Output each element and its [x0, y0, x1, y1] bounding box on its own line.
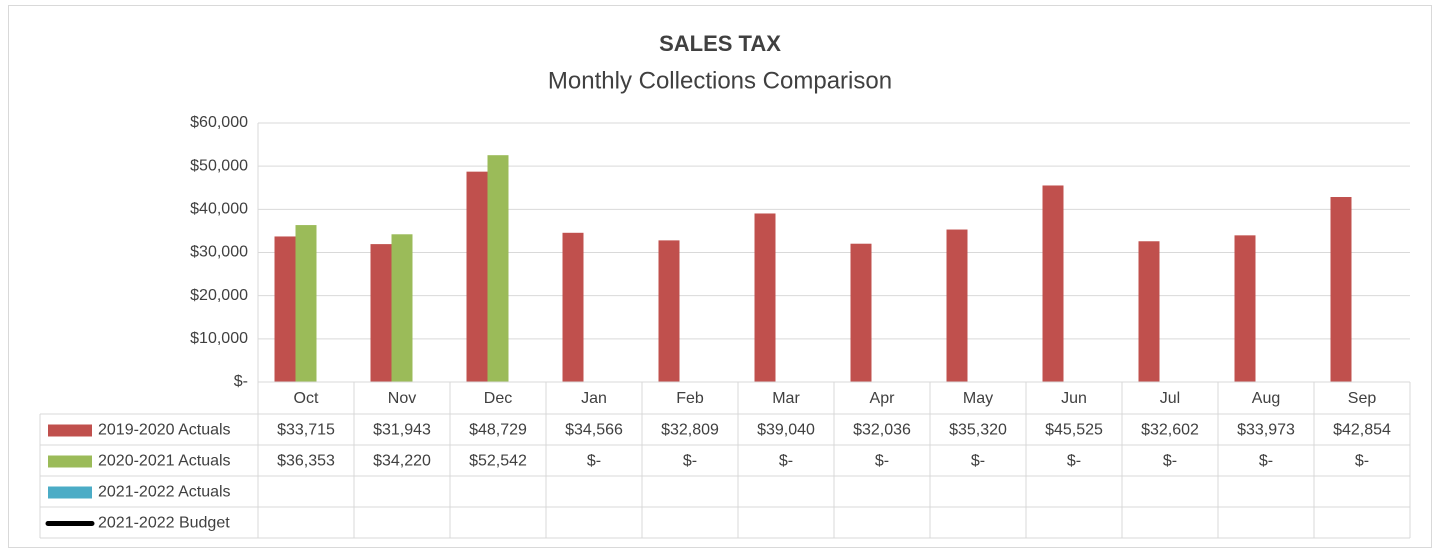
y-tick-label: $20,000 [190, 287, 248, 304]
table-value: $- [1163, 453, 1177, 470]
bar [1042, 185, 1064, 382]
x-tick-label: Jul [1160, 390, 1180, 407]
table-value: $32,809 [661, 422, 719, 439]
table-value: $- [1355, 453, 1369, 470]
x-tick-label: Aug [1252, 390, 1280, 407]
table-value: $- [875, 453, 889, 470]
y-tick-label: $10,000 [190, 330, 248, 347]
legend-label: 2021-2022 Actuals [98, 484, 231, 501]
x-tick-label: Nov [388, 390, 416, 407]
legend-marker [48, 455, 92, 468]
bar [295, 225, 317, 382]
chart-frame [8, 5, 1432, 548]
y-tick-label: $30,000 [190, 244, 248, 261]
bar [391, 234, 413, 382]
bar [274, 236, 296, 382]
legend-label: 2020-2021 Actuals [98, 453, 231, 470]
bar [487, 155, 509, 382]
table-value: $32,036 [853, 422, 911, 439]
bar [1138, 241, 1160, 382]
bar [658, 240, 680, 382]
legend-label: 2021-2022 Budget [98, 515, 230, 532]
bar [850, 243, 872, 382]
x-tick-label: Jun [1061, 390, 1087, 407]
legend-marker [48, 486, 92, 499]
table-value: $34,566 [565, 422, 623, 439]
table-value: $- [779, 453, 793, 470]
y-tick-label: $50,000 [190, 157, 248, 174]
table-value: $- [1067, 453, 1081, 470]
table-value: $48,729 [469, 422, 527, 439]
y-tick-label: $60,000 [190, 114, 248, 131]
x-tick-label: Feb [676, 390, 704, 407]
table-value: $33,973 [1237, 422, 1295, 439]
table-value: $34,220 [373, 453, 431, 470]
legend-label: 2019-2020 Actuals [98, 422, 231, 439]
bar [370, 244, 392, 382]
bar [562, 232, 584, 382]
x-tick-label: Sep [1348, 390, 1377, 407]
table-value: $45,525 [1045, 422, 1103, 439]
table-value: $- [683, 453, 697, 470]
bar [946, 229, 968, 382]
table-value: $- [1259, 453, 1273, 470]
table-value: $31,943 [373, 422, 431, 439]
table-value: $- [971, 453, 985, 470]
legend-marker [48, 424, 92, 437]
x-tick-label: May [963, 390, 993, 407]
chart-subtitle: Monthly Collections Comparison [548, 67, 892, 94]
x-tick-label: Apr [870, 390, 896, 407]
table-value: $36,353 [277, 453, 335, 470]
table-value: $52,542 [469, 453, 527, 470]
x-tick-label: Mar [772, 390, 800, 407]
y-tick-label: $40,000 [190, 201, 248, 218]
table-value: $39,040 [757, 422, 815, 439]
x-tick-label: Dec [484, 390, 512, 407]
table-value: $- [587, 453, 601, 470]
y-tick-label: $- [234, 373, 248, 390]
x-tick-label: Oct [294, 390, 319, 407]
chart-title: SALES TAX [659, 31, 781, 56]
table-value: $32,602 [1141, 422, 1199, 439]
bar [466, 171, 488, 382]
table-value: $35,320 [949, 422, 1007, 439]
table-value: $42,854 [1333, 422, 1391, 439]
bar [754, 213, 776, 382]
x-tick-label: Jan [581, 390, 607, 407]
bar [1330, 197, 1352, 382]
table-value: $33,715 [277, 422, 335, 439]
bar [1234, 235, 1256, 382]
